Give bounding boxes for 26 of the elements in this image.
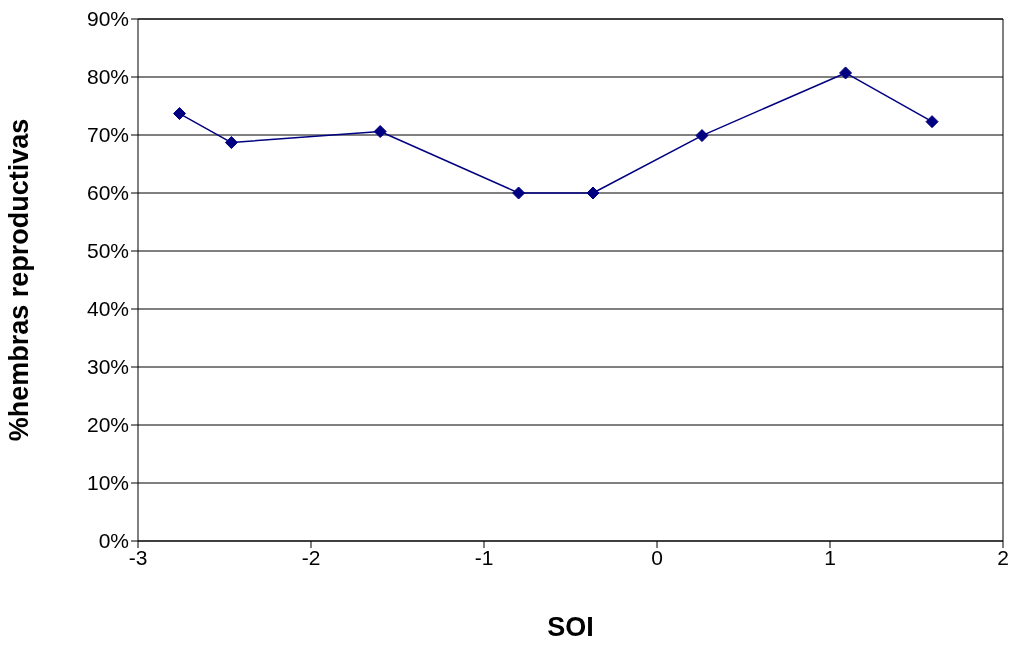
point xyxy=(173,107,187,121)
point xyxy=(925,115,939,129)
x-tick-label: -1 xyxy=(474,545,494,569)
y-tick-label: 20% xyxy=(86,413,129,437)
point xyxy=(695,129,709,143)
x-tick-label: -3 xyxy=(128,545,148,569)
x-axis-title: SOI xyxy=(547,612,594,642)
y-tick-label: 40% xyxy=(86,297,129,321)
x-tick-label: 0 xyxy=(651,545,663,569)
y-tick-label: 30% xyxy=(86,355,129,379)
point xyxy=(839,66,853,80)
y-tick-label: 70% xyxy=(86,123,129,147)
y-axis-title: %hembras reproductivas xyxy=(3,118,34,442)
x-tick-label: 1 xyxy=(824,545,836,569)
y-tick-label: 10% xyxy=(86,471,129,495)
x-tick-label: 2 xyxy=(997,545,1009,569)
y-tick-label: 90% xyxy=(86,7,129,31)
point xyxy=(512,186,526,200)
point xyxy=(224,136,238,150)
point xyxy=(586,186,600,200)
x-tick-label: -2 xyxy=(301,545,321,569)
point xyxy=(373,125,387,139)
y-tick-label: 80% xyxy=(86,65,129,89)
y-tick-label: 0% xyxy=(98,529,129,553)
y-tick-label: 60% xyxy=(86,181,129,205)
y-tick-label: 50% xyxy=(86,239,129,263)
